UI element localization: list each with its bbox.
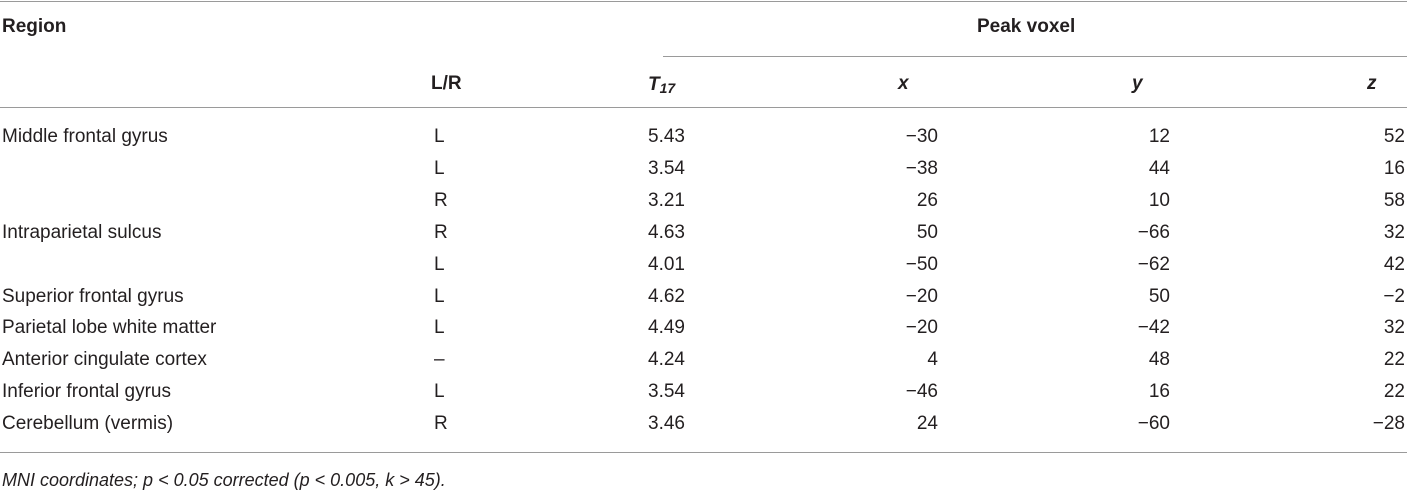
- bottom-rule: [0, 452, 1407, 453]
- header-y: y: [1132, 73, 1143, 94]
- region-cell: Anterior cingulate cortex: [2, 349, 207, 371]
- z-cell: 22: [1383, 349, 1405, 371]
- z-cell: −28: [1372, 413, 1405, 435]
- y-cell: 50: [1148, 285, 1170, 307]
- z-cell: 58: [1383, 189, 1405, 211]
- y-cell: −42: [1137, 317, 1170, 339]
- region-cell: Inferior frontal gyrus: [2, 381, 171, 403]
- header-t-sub: 17: [659, 80, 676, 96]
- lr-cell: R: [434, 189, 448, 211]
- t-cell: 4.01: [648, 253, 685, 275]
- lr-cell: –: [434, 349, 445, 371]
- lr-cell: R: [434, 221, 448, 243]
- t-cell: 5.43: [648, 126, 685, 147]
- x-cell: 24: [916, 413, 938, 435]
- x-cell: −20: [905, 285, 938, 307]
- x-cell: 26: [916, 189, 938, 211]
- footnote: MNI coordinates; p < 0.05 corrected (p <…: [2, 470, 446, 490]
- y-cell: −66: [1137, 221, 1170, 243]
- region-cell: Cerebellum (vermis): [2, 413, 174, 435]
- x-cell: −50: [905, 253, 938, 275]
- z-cell: 22: [1383, 381, 1405, 403]
- region-cell: Parietal lobe white matter: [2, 317, 217, 339]
- z-cell: 32: [1383, 221, 1405, 243]
- header-lr: L/R: [431, 73, 462, 94]
- lr-cell: L: [434, 126, 445, 147]
- t-cell: 4.24: [648, 349, 685, 371]
- t-cell: 3.46: [648, 413, 685, 435]
- region-cell: Middle frontal gyrus: [2, 126, 168, 147]
- header-region: Region: [2, 16, 67, 37]
- y-cell: 16: [1148, 381, 1170, 403]
- t-cell: 3.54: [648, 381, 685, 403]
- y-cell: −60: [1137, 413, 1170, 435]
- z-cell: 52: [1383, 126, 1405, 147]
- x-cell: −30: [905, 126, 938, 147]
- region-cell: Superior frontal gyrus: [2, 285, 184, 307]
- z-cell: −2: [1383, 285, 1405, 307]
- t-cell: 4.49: [648, 317, 685, 339]
- z-cell: 32: [1383, 317, 1405, 339]
- top-rule: [0, 1, 1407, 2]
- y-cell: 44: [1148, 157, 1170, 179]
- lr-cell: L: [434, 285, 445, 307]
- lr-cell: L: [434, 253, 445, 275]
- lr-cell: L: [434, 157, 445, 179]
- x-cell: −38: [905, 157, 938, 179]
- x-cell: −46: [905, 381, 938, 403]
- x-cell: −20: [905, 317, 938, 339]
- lr-cell: R: [434, 413, 448, 435]
- header-peak-voxel: Peak voxel: [977, 16, 1076, 37]
- header-x: x: [898, 73, 909, 94]
- z-cell: 42: [1383, 253, 1405, 275]
- lr-cell: L: [434, 317, 445, 339]
- header-z: z: [1367, 73, 1377, 94]
- x-cell: 50: [916, 221, 938, 243]
- x-cell: 4: [927, 349, 938, 371]
- y-cell: 10: [1148, 189, 1170, 211]
- t-cell: 4.63: [648, 221, 685, 243]
- region-cell: Intraparietal sulcus: [2, 221, 162, 243]
- y-cell: −62: [1137, 253, 1170, 275]
- t-cell: 3.21: [648, 189, 685, 211]
- header-t-label: T: [648, 74, 660, 95]
- y-cell: 48: [1148, 349, 1170, 371]
- peak-rule: [663, 56, 1407, 57]
- header-rule: [0, 107, 1407, 108]
- t-cell: 4.62: [648, 285, 685, 307]
- lr-cell: L: [434, 381, 445, 403]
- y-cell: 12: [1148, 126, 1170, 147]
- t-cell: 3.54: [648, 157, 685, 179]
- z-cell: 16: [1383, 157, 1405, 179]
- header-t: T17: [648, 74, 675, 99]
